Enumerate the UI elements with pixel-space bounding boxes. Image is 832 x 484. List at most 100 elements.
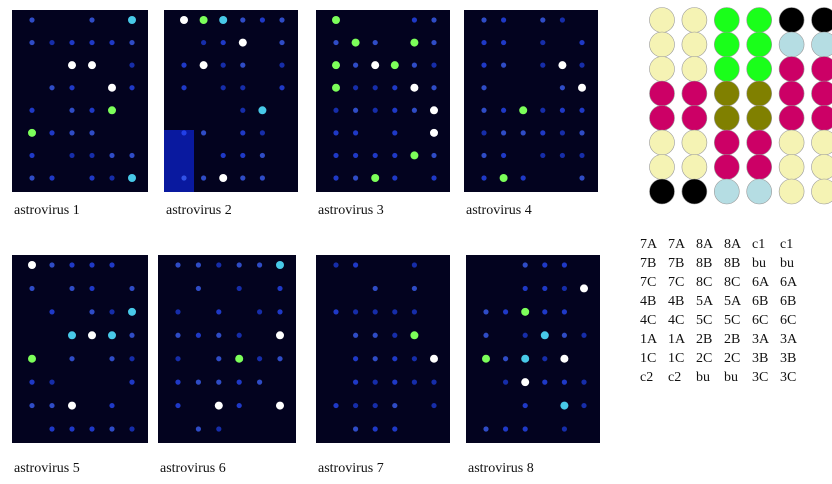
spot xyxy=(277,356,282,361)
spot xyxy=(430,106,438,114)
spot xyxy=(579,40,584,45)
spot xyxy=(353,108,358,113)
key-cell: 7A xyxy=(668,237,686,252)
spot xyxy=(521,175,526,180)
spot xyxy=(392,333,397,338)
spot xyxy=(373,403,378,408)
spot xyxy=(221,63,226,68)
key-cell: 3A xyxy=(752,332,770,347)
key-circle xyxy=(812,130,832,155)
spot xyxy=(240,17,245,22)
key-circle xyxy=(747,81,772,106)
spot xyxy=(353,130,358,135)
spot xyxy=(180,16,188,24)
key-circle xyxy=(682,106,707,131)
key-cell: 8A xyxy=(724,237,742,252)
key-cell: 2B xyxy=(696,332,712,347)
key-circle xyxy=(812,57,832,82)
spot xyxy=(481,85,486,90)
key-circle xyxy=(779,155,804,180)
spot xyxy=(353,426,358,431)
key-cell: 6B xyxy=(780,294,796,309)
key-cell: 3C xyxy=(752,370,768,385)
key-cell: c2 xyxy=(668,370,681,385)
key-cell: 5A xyxy=(724,294,742,309)
spot xyxy=(352,39,360,47)
spot xyxy=(89,426,94,431)
spot xyxy=(392,403,397,408)
spot xyxy=(257,262,262,267)
spot xyxy=(28,129,36,137)
spot xyxy=(49,403,54,408)
spot xyxy=(196,286,201,291)
spot xyxy=(558,61,566,69)
key-circle xyxy=(779,106,804,131)
key-circle xyxy=(747,8,772,33)
spot xyxy=(373,286,378,291)
spot xyxy=(431,175,436,180)
key-cell: bu xyxy=(696,370,710,385)
spot xyxy=(353,262,358,267)
key-circle xyxy=(779,32,804,57)
spot xyxy=(181,63,186,68)
spot xyxy=(201,175,206,180)
key-circle xyxy=(747,130,772,155)
key-circle xyxy=(747,32,772,57)
key-circle xyxy=(812,106,832,131)
spot xyxy=(129,40,134,45)
key-circle xyxy=(812,179,832,204)
spot xyxy=(279,40,284,45)
spot xyxy=(501,40,506,45)
spot xyxy=(279,17,284,22)
spot xyxy=(257,380,262,385)
key-circle xyxy=(650,8,675,33)
key-circle xyxy=(812,8,832,33)
spot xyxy=(578,84,586,92)
spot xyxy=(215,402,223,410)
spot xyxy=(129,85,134,90)
key-circle xyxy=(650,130,675,155)
spot xyxy=(481,130,486,135)
spot xyxy=(69,262,74,267)
spot xyxy=(221,85,226,90)
spot xyxy=(216,262,221,267)
spot xyxy=(431,85,436,90)
spot xyxy=(175,262,180,267)
spot xyxy=(332,84,340,92)
spot xyxy=(240,108,245,113)
key-cell: 2C xyxy=(724,351,740,366)
spot xyxy=(373,356,378,361)
spot xyxy=(276,402,284,410)
spot xyxy=(332,16,340,24)
spot xyxy=(392,130,397,135)
spot xyxy=(260,153,265,158)
image-artifact xyxy=(164,130,194,192)
spot xyxy=(129,380,134,385)
spot xyxy=(373,85,378,90)
spot xyxy=(175,380,180,385)
spot xyxy=(332,61,340,69)
spot xyxy=(175,356,180,361)
spot xyxy=(412,17,417,22)
spot xyxy=(128,308,136,316)
spot xyxy=(392,108,397,113)
spot xyxy=(237,403,242,408)
spot xyxy=(579,108,584,113)
spot xyxy=(49,40,54,45)
spot xyxy=(560,85,565,90)
spot xyxy=(431,403,436,408)
spot xyxy=(49,175,54,180)
spot xyxy=(501,153,506,158)
key-circle xyxy=(714,81,739,106)
spot xyxy=(235,355,243,363)
key-cell: 8B xyxy=(724,256,740,271)
spot xyxy=(562,262,567,267)
key-circle xyxy=(650,155,675,180)
spot xyxy=(333,262,338,267)
spot xyxy=(277,286,282,291)
key-cell: 5C xyxy=(724,313,740,328)
key-cell: 4B xyxy=(668,294,684,309)
key-circle xyxy=(682,57,707,82)
spot xyxy=(29,286,34,291)
key-circle xyxy=(779,81,804,106)
